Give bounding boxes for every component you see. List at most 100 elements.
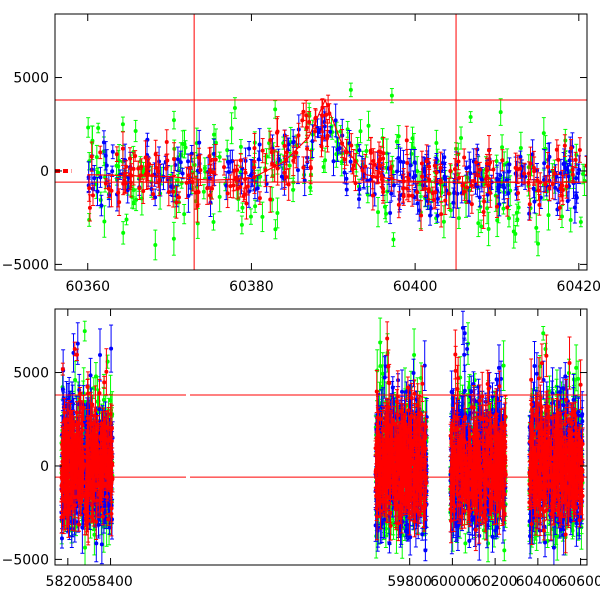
data-point [269,150,274,155]
data-point [342,157,347,162]
data-point [141,189,146,194]
data-point [134,197,139,202]
data-point [136,166,141,171]
data-point [252,146,257,151]
data-point [90,193,95,198]
data-point [574,152,579,157]
data-point [282,170,287,175]
data-point [415,169,420,174]
data-point [500,145,505,150]
data-point [518,166,523,171]
data-point [412,160,417,165]
data-point [322,124,327,129]
data-point [371,158,376,163]
data-point [98,175,103,180]
data-point [175,157,180,162]
data-point [476,221,481,226]
data-point [225,159,230,164]
data-point [498,173,503,178]
data-point [124,164,129,169]
data-point [197,140,202,145]
data-point [545,164,550,169]
data-point [442,176,447,181]
data-point [98,150,103,155]
data-point [124,217,129,222]
data-point [248,214,253,219]
data-point [394,139,399,144]
x-tick-label: 60400 [393,279,438,295]
data-point [248,173,253,178]
data-point [542,161,547,166]
data-point [481,210,486,215]
data-point [462,155,467,160]
data-point [205,186,210,191]
data-point [153,195,158,200]
data-point [537,202,542,207]
data-point [93,374,98,379]
data-point [415,190,420,195]
data-point [312,129,317,134]
data-point [114,163,119,168]
data-point [516,191,521,196]
data-point [469,202,474,207]
data-point [485,206,490,211]
data-point [573,157,578,162]
data-point [401,194,406,199]
data-point [110,169,115,174]
data-series-green [86,82,587,261]
data-point [457,175,462,180]
data-point [559,214,564,219]
data-point [244,201,249,206]
data-point [301,165,306,170]
data-point [239,222,244,227]
data-point [301,109,306,114]
data-point [253,204,258,209]
data-point [238,158,243,163]
data-point [365,178,370,183]
data-point [576,171,581,176]
data-point [171,189,176,194]
data-point [364,149,369,154]
data-point [120,146,125,151]
data-point [103,153,108,158]
data-point [179,181,184,186]
data-point [286,142,291,147]
data-point [446,191,451,196]
data-point [284,175,289,180]
data-point [256,157,261,162]
data-point [320,136,325,141]
data-point [260,214,265,219]
data-point [114,152,119,157]
data-point [357,197,362,202]
data-point [198,168,203,173]
data-point [348,159,353,164]
data-point [396,155,401,160]
data-point [164,139,169,144]
data-point [325,136,330,141]
data-point [238,185,243,190]
data-point [420,174,425,179]
data-point [95,189,100,194]
data-point [491,167,496,172]
data-point [577,148,582,153]
data-point [291,140,296,145]
data-point [456,216,461,221]
data-point [488,160,493,165]
data-point [102,219,107,224]
data-point [131,166,136,171]
data-point [405,160,410,165]
data-point [87,205,92,210]
data-point [417,208,422,213]
data-point [213,157,218,162]
data-point [307,119,312,124]
chart-panel-top: 60360 60380 60400 60420 −5000 0 5000 [2,13,600,295]
data-point [176,195,181,200]
data-point [120,122,125,127]
data-point [557,205,562,210]
data-point [328,129,333,134]
data-point [284,150,289,155]
data-point [217,194,222,199]
data-point [260,148,265,153]
data-point [388,166,393,171]
